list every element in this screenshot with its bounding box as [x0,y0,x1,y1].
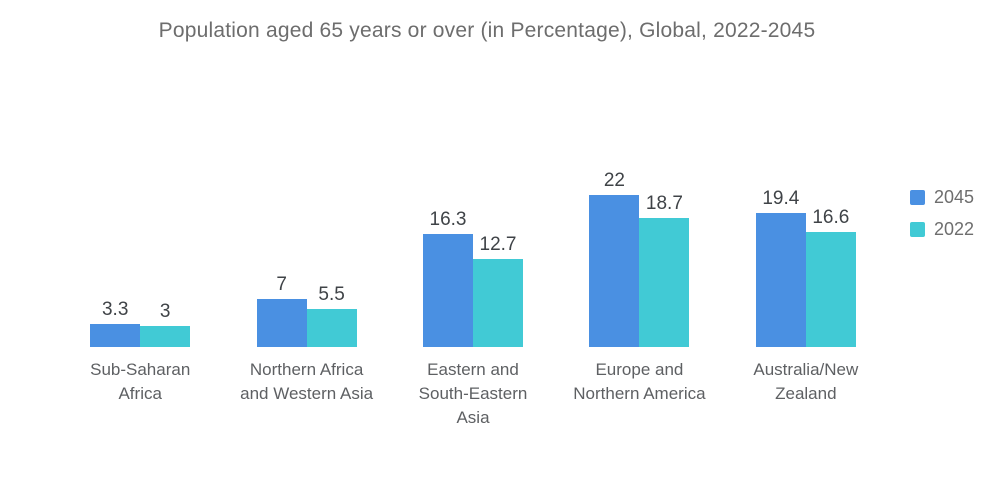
chart-title: Population aged 65 years or over (in Per… [158,19,816,42]
bar-value-label: 3 [159,301,171,322]
bar-value-label: 16.3 [429,209,467,230]
bar-column: 16.3 [423,209,474,347]
bar-pair: 3.3 3 [90,157,191,347]
bar-value-label: 16.6 [812,207,850,228]
bar-2045[interactable] [256,299,307,347]
bar-pair: 19.4 16.6 [755,157,856,347]
bar-pair: 22 18.7 [589,157,690,347]
legend-item[interactable]: 2022 [910,219,974,240]
bar-value-label: 7 [276,274,287,295]
bar-column: 16.6 [805,207,856,347]
category-group: 16.3 12.7 Eastern and South-Eastern Asia [390,157,556,430]
bar-2022[interactable] [639,218,690,347]
bar-column: 3 [140,301,191,347]
bar-column: 3.3 [90,299,141,347]
bar-column: 5.5 [306,284,357,347]
bar-2045[interactable] [423,234,474,347]
category-label: Sub-Saharan Africa [90,360,191,403]
category-label: Eastern and South-Eastern Asia [418,360,528,427]
legend-swatch-icon [910,190,925,205]
category-group: 22 18.7 Europe and Northern America [556,157,722,430]
bar-2045[interactable] [589,195,640,347]
bar-value-label: 22 [603,170,625,191]
plot-area: 3.3 3 Sub-Saharan Africa 7 5.5 Northern … [57,157,889,430]
legend: 2045 2022 [910,187,974,251]
bar-value-label: 12.7 [479,234,517,255]
bar-pair: 7 5.5 [256,157,357,347]
bar-value-label: 5.5 [318,284,345,305]
legend-item[interactable]: 2045 [910,187,974,208]
category-label: Northern Africa and Western Asia [240,360,374,403]
category-group: 19.4 16.6 Australia/New Zealand [723,157,889,430]
bar-value-label: 18.7 [645,193,683,214]
category-group: 7 5.5 Northern Africa and Western Asia [223,157,389,430]
bar-value-label: 19.4 [762,188,800,209]
category-group: 3.3 3 Sub-Saharan Africa [57,157,223,430]
bar-column: 7 [256,274,307,347]
legend-swatch-icon [910,222,925,237]
bar-2022[interactable] [140,326,191,347]
bar-column: 22 [589,170,640,347]
bar-column: 19.4 [755,188,806,347]
legend-label: 2022 [934,219,975,239]
bar-2022[interactable] [805,232,856,347]
bar-2022[interactable] [473,259,524,347]
bar-2045[interactable] [90,324,141,347]
legend-label: 2045 [934,187,975,207]
bar-pair: 16.3 12.7 [423,157,524,347]
bar-column: 18.7 [639,193,690,347]
bar-column: 12.7 [473,234,524,347]
category-label: Australia/New Zealand [753,360,859,403]
bar-2022[interactable] [306,309,357,347]
category-label: Europe and Northern America [573,360,706,403]
bar-2045[interactable] [755,213,806,347]
bar-value-label: 3.3 [101,299,129,320]
